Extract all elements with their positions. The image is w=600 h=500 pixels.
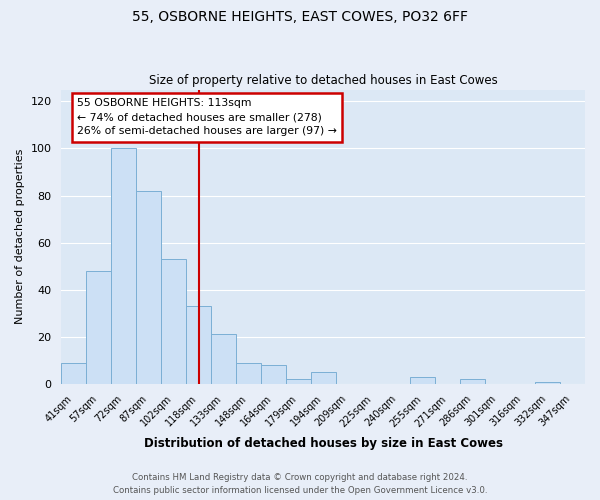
Bar [86, 271, 111, 384]
Bar [286, 379, 311, 384]
Bar [236, 362, 261, 384]
Bar [261, 365, 286, 384]
Text: 55, OSBORNE HEIGHTS, EAST COWES, PO32 6FF: 55, OSBORNE HEIGHTS, EAST COWES, PO32 6F… [132, 10, 468, 24]
Title: Size of property relative to detached houses in East Cowes: Size of property relative to detached ho… [149, 74, 497, 87]
Bar [311, 372, 335, 384]
Bar [410, 377, 436, 384]
Text: 55 OSBORNE HEIGHTS: 113sqm
← 74% of detached houses are smaller (278)
26% of sem: 55 OSBORNE HEIGHTS: 113sqm ← 74% of deta… [77, 98, 337, 136]
Text: Contains HM Land Registry data © Crown copyright and database right 2024.
Contai: Contains HM Land Registry data © Crown c… [113, 474, 487, 495]
Bar [460, 379, 485, 384]
Bar [211, 334, 236, 384]
Bar [111, 148, 136, 384]
X-axis label: Distribution of detached houses by size in East Cowes: Distribution of detached houses by size … [144, 437, 503, 450]
Bar [161, 259, 186, 384]
Bar [186, 306, 211, 384]
Bar [61, 362, 86, 384]
Bar [535, 382, 560, 384]
Y-axis label: Number of detached properties: Number of detached properties [15, 149, 25, 324]
Bar [136, 191, 161, 384]
